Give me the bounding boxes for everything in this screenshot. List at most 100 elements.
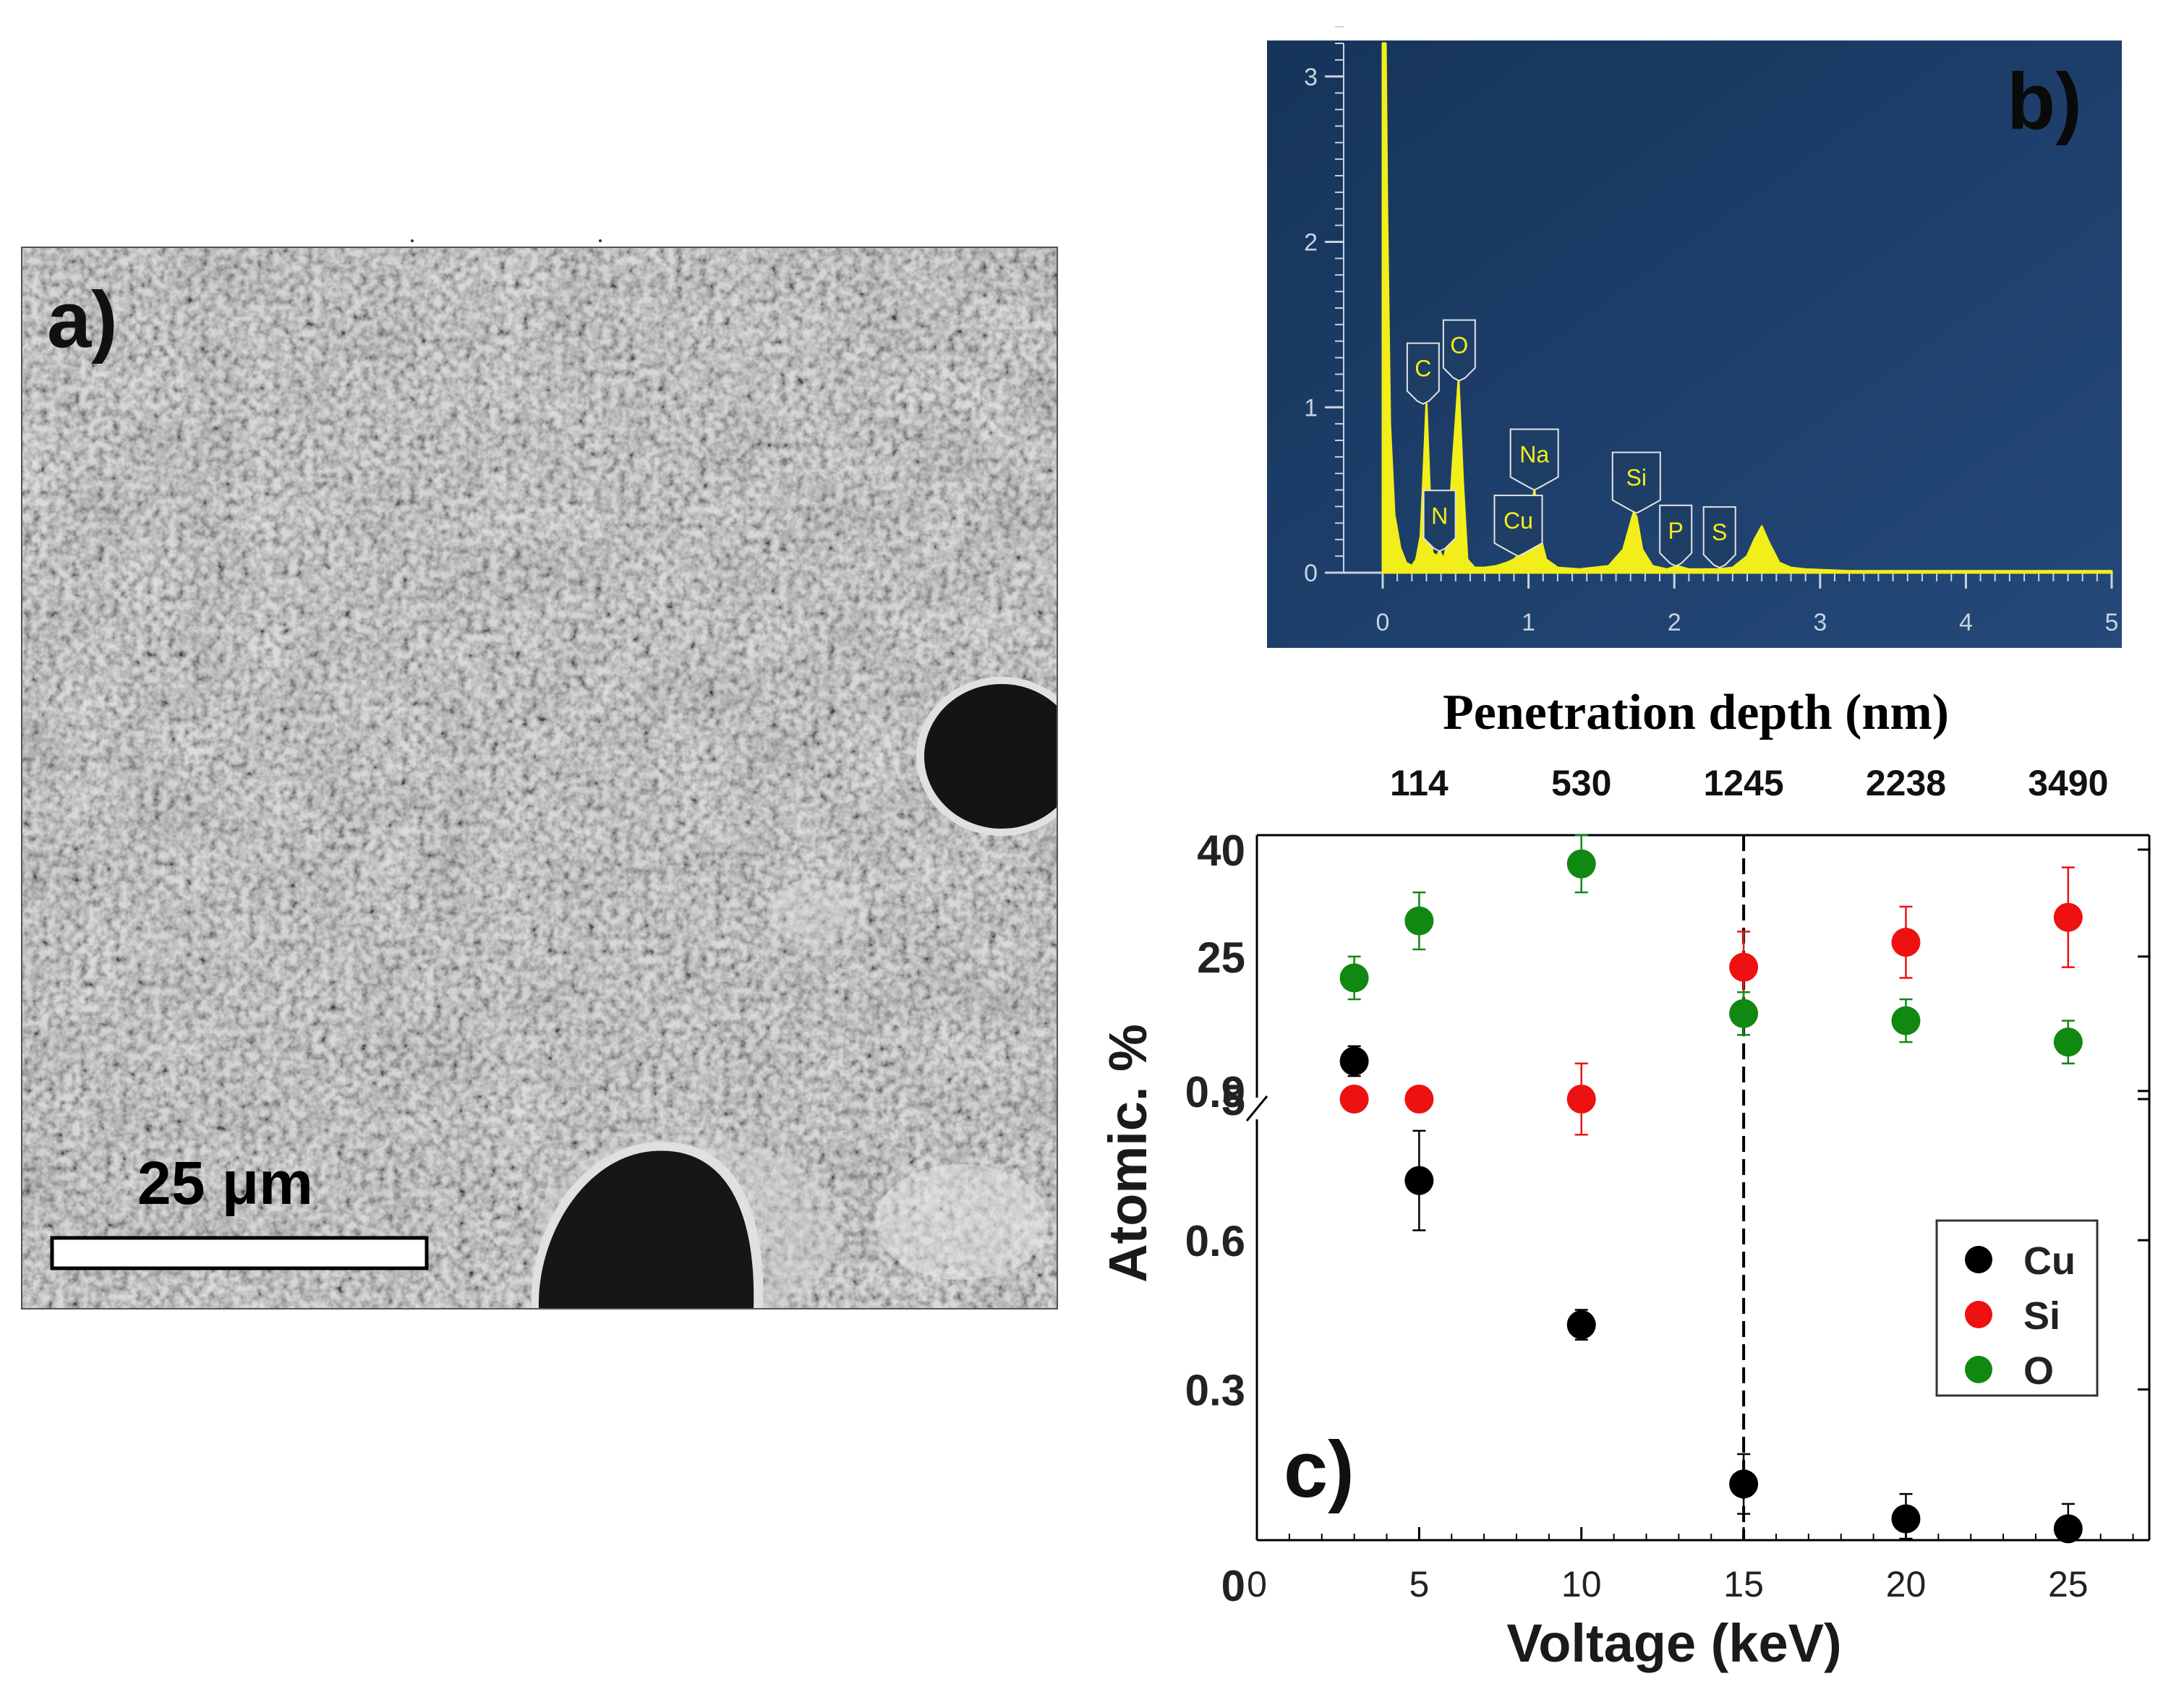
x-tick-label: 20 <box>1886 1564 1927 1605</box>
top-tick-label: 530 <box>1551 763 1611 803</box>
data-point-cu <box>1566 1310 1596 1340</box>
data-point-cu <box>1891 1504 1921 1534</box>
y-tick-label-lower: 0.6 <box>1185 1217 1245 1265</box>
data-point-cu <box>1404 1166 1434 1195</box>
data-point-si <box>1404 1085 1434 1114</box>
sem-image-panel: a) 25 μm <box>21 239 1058 1309</box>
eds-y-tick-label: 0 <box>1304 560 1318 587</box>
peak-element-text: N <box>1431 503 1448 529</box>
legend-label-cu: Cu <box>2023 1239 2076 1283</box>
peak-element-text: Si <box>1626 465 1647 491</box>
eds-x-tick-label: 4 <box>1959 609 1973 636</box>
legend: Cu Si O <box>1935 1219 2099 1397</box>
data-point-si <box>1891 928 1921 957</box>
peak-label-n: N <box>1422 490 1456 552</box>
series-cu <box>1339 1045 2083 1544</box>
legend-label-o: O <box>2023 1349 2054 1393</box>
peak-marker <box>1493 495 1543 557</box>
eds-x-tick-label: 0 <box>1376 609 1390 636</box>
peak-label-s: S <box>1702 506 1736 569</box>
peak-element-text: C <box>1415 356 1431 382</box>
legend-marker-si <box>1965 1301 1992 1328</box>
x-tick-label: 10 <box>1561 1564 1602 1605</box>
legend-label-si: Si <box>2023 1294 2060 1338</box>
series-o <box>1339 834 2083 1064</box>
top-axis-title: Penetration depth (nm) <box>1443 685 1949 740</box>
y-tick-label-upper: 5 <box>1221 1076 1245 1124</box>
x-tick-label: 15 <box>1723 1564 1764 1605</box>
data-point-si <box>1566 1085 1596 1114</box>
data-point-o <box>1404 906 1434 936</box>
top-tick-label: 114 <box>1390 763 1449 803</box>
pore-bottom-core <box>538 1150 754 1309</box>
y-tick-label-lower: 0 <box>1221 1562 1245 1610</box>
data-point-cu <box>1729 1469 1759 1499</box>
peak-marker <box>1442 319 1476 382</box>
scale-bar-label: 25 μm <box>137 1149 313 1217</box>
y-axis-title: Atomic. % <box>1098 1024 1158 1283</box>
atomic-percent-panel: Penetration depth (nm) 0 5 10 15 20 25 0 0.3 0.6… <box>1098 685 2151 1673</box>
data-point-si <box>1339 1085 1369 1114</box>
eds-x-tick-label: 1 <box>1522 609 1535 636</box>
peak-marker <box>1702 506 1736 569</box>
x-tick-label: 0 <box>1247 1564 1267 1605</box>
peak-marker <box>1509 428 1559 491</box>
data-point-si <box>1729 952 1759 982</box>
y-tick-label-lower: 0.9 <box>1185 1068 1245 1116</box>
eds-peak-labels: C N O Cu Na Si P S <box>1406 319 1736 569</box>
y-tick-label-upper: 25 <box>1197 933 1245 982</box>
data-point-o <box>2053 1027 2083 1057</box>
peak-marker <box>1611 451 1661 514</box>
series-si <box>1339 866 2083 1136</box>
eds-axes: 0 1 2 3 4 5 0 1 2 3 <box>1304 26 2119 636</box>
data-point-o <box>1729 999 1759 1028</box>
data-point-o <box>1339 963 1369 993</box>
peak-label-o: O <box>1442 319 1476 382</box>
panel-b-label: b) <box>2007 57 2082 146</box>
eds-y-tick-label: 2 <box>1304 229 1318 257</box>
y-tick-label-lower: 0.3 <box>1185 1367 1245 1415</box>
peak-label-na: Na <box>1509 428 1559 491</box>
eds-y-tick-label: 3 <box>1304 64 1318 91</box>
data-point-cu <box>2053 1514 2083 1544</box>
data-point-cu <box>1339 1046 1369 1076</box>
eds-x-tick-label: 3 <box>1813 609 1827 636</box>
peak-element-text: S <box>1712 519 1727 545</box>
peak-label-cu: Cu <box>1493 495 1543 557</box>
top-tick-label: 2238 <box>1866 763 1946 803</box>
data-point-si <box>2053 902 2083 932</box>
data-point-o <box>1566 849 1596 879</box>
data-point-o <box>1891 1006 1921 1035</box>
peak-marker <box>1406 342 1440 405</box>
eds-y-tick-label: 1 <box>1304 394 1318 422</box>
pore-right-core <box>924 684 1057 829</box>
peak-element-text: P <box>1668 518 1684 544</box>
top-tick-label: 1245 <box>1703 763 1783 803</box>
peak-element-text: Cu <box>1503 508 1533 534</box>
peak-marker <box>1659 504 1693 567</box>
eds-spectrum-panel: 0 1 2 3 4 5 0 1 2 3 C N O Cu Na Si P S b) <box>1267 26 2122 648</box>
legend-marker-o <box>1965 1356 1992 1383</box>
peak-element-text: Na <box>1519 442 1549 468</box>
panel-a-label: a) <box>47 275 118 364</box>
eds-x-tick-label: 5 <box>2105 609 2119 636</box>
legend-marker-cu <box>1965 1246 1992 1273</box>
panel-c-label: c) <box>1284 1425 1355 1514</box>
y-tick-label-upper: 40 <box>1197 826 1245 875</box>
peak-label-si: Si <box>1611 451 1661 514</box>
peak-label-p: P <box>1659 504 1693 567</box>
scale-bar <box>50 1236 429 1270</box>
eds-x-tick-label: 2 <box>1668 609 1681 636</box>
peak-marker <box>1422 490 1456 552</box>
x-tick-label: 5 <box>1409 1564 1429 1605</box>
x-axis-title: Voltage (keV) <box>1506 1613 1841 1673</box>
peak-element-text: O <box>1450 333 1468 359</box>
peak-label-c: C <box>1406 342 1440 405</box>
scatter-points <box>1339 834 2083 1544</box>
x-tick-label: 25 <box>2048 1564 2089 1605</box>
legend-box <box>1935 1219 2099 1397</box>
top-tick-label: 3490 <box>2028 763 2108 803</box>
sem-micrograph <box>22 247 1057 1309</box>
